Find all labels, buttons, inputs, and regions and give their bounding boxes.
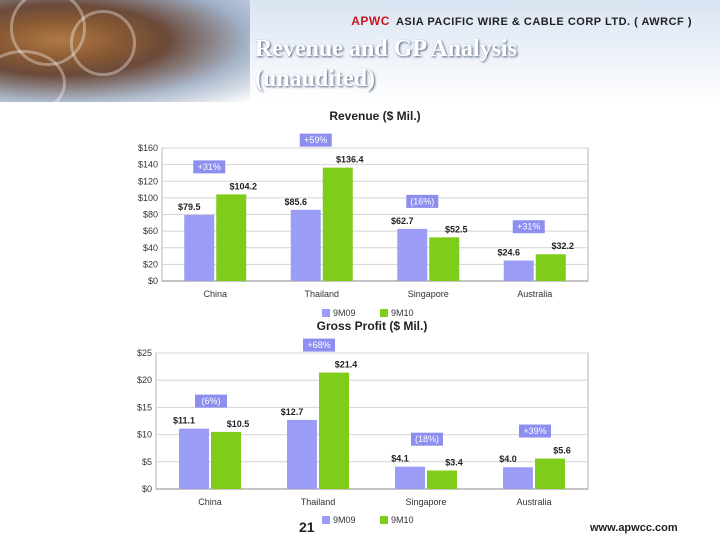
slide-title: Revenue and GP Analysis (unaudited): [255, 34, 517, 94]
x-tick-label: Thailand: [301, 497, 336, 507]
legend-swatch-9m10: [380, 516, 388, 524]
bar-9m09: [179, 428, 209, 489]
change-label-box: [193, 160, 226, 174]
chart-title: Gross Profit ($ Mil.): [317, 319, 428, 333]
company-name: APWC ASIA PACIFIC WIRE & CABLE CORP LTD. …: [351, 14, 692, 28]
change-label-box: [512, 220, 545, 234]
data-label: $32.2: [551, 241, 574, 251]
bar-9m10: [535, 458, 565, 489]
change-label: +59%: [304, 135, 327, 145]
bar-9m10: [322, 167, 353, 281]
data-label: $5.6: [553, 446, 571, 456]
x-tick-label: China: [198, 497, 222, 507]
bar-9m09: [290, 209, 321, 281]
page-number: 21: [299, 519, 315, 535]
data-label: $52.5: [445, 224, 468, 234]
legend-label-9m10: 9M10: [391, 308, 414, 318]
y-tick-label: $60: [143, 226, 158, 236]
bar-9m10: [429, 237, 460, 281]
y-tick-label: $160: [138, 143, 158, 153]
change-label-box: [411, 432, 443, 446]
data-label: $62.7: [391, 216, 414, 226]
data-label: $11.1: [173, 416, 195, 426]
legend-label-9m09: 9M09: [333, 308, 356, 318]
y-tick-label: $20: [143, 259, 158, 269]
bar-9m09: [287, 419, 317, 489]
data-label: $4.1: [391, 454, 409, 464]
change-label: (6%): [201, 396, 220, 406]
change-label: +68%: [307, 340, 330, 350]
legend-label-9m09: 9M09: [333, 515, 356, 525]
y-tick-label: $10: [137, 430, 152, 440]
company-logo: APWC: [351, 14, 390, 28]
data-label: $4.0: [499, 454, 517, 464]
legend-label-9m10: 9M10: [391, 515, 414, 525]
change-label-box: [299, 133, 332, 147]
y-tick-label: $80: [143, 210, 158, 220]
bar-9m10: [535, 254, 566, 281]
data-label: $79.5: [178, 202, 201, 212]
spool-shape: [70, 10, 136, 76]
x-tick-label: Australia: [516, 497, 551, 507]
data-label: $85.6: [284, 197, 307, 207]
bar-9m09: [397, 228, 428, 281]
data-label: $12.7: [281, 407, 304, 417]
change-label-box: [303, 338, 335, 352]
change-label: +31%: [198, 162, 221, 172]
legend-swatch-9m09: [322, 309, 330, 317]
y-tick-label: $15: [137, 402, 152, 412]
website-url: www.apwcc.com: [590, 522, 678, 534]
x-tick-label: China: [203, 289, 227, 299]
change-label: +39%: [523, 426, 546, 436]
change-label: (16%): [410, 196, 434, 206]
y-tick-label: $40: [143, 243, 158, 253]
slide-title-line1: Revenue and GP Analysis: [255, 36, 518, 62]
revenue-chart: Revenue ($ Mil.) $0 $20 $40 $60 $80 $100 $120 $1…: [138, 109, 589, 318]
chart-title: Revenue ($ Mil.): [329, 109, 420, 123]
bar-9m10: [319, 372, 349, 489]
x-tick-label: Singapore: [405, 497, 446, 507]
change-label: +31%: [517, 222, 540, 232]
data-label: $24.6: [497, 248, 520, 258]
y-tick-label: $140: [138, 160, 158, 170]
data-label: $3.4: [445, 458, 463, 468]
y-tick-label: $120: [138, 176, 158, 186]
x-tick-label: Thailand: [304, 289, 339, 299]
y-tick-label: $25: [137, 348, 152, 358]
bar-9m10: [211, 431, 241, 489]
bar-9m09: [184, 214, 215, 281]
bar-9m10: [216, 194, 247, 281]
bar-9m09: [503, 260, 534, 281]
slide-header: APWC ASIA PACIFIC WIRE & CABLE CORP LTD. …: [0, 0, 720, 102]
spool-shape: [0, 50, 66, 102]
y-tick-label: $5: [142, 457, 152, 467]
gross-profit-chart: Gross Profit ($ Mil.) $0 $5 $10 $15 $20 $25 $11…: [137, 319, 589, 525]
bar-9m09: [503, 467, 533, 489]
data-label: $104.2: [229, 181, 257, 191]
legend-swatch-9m09: [322, 516, 330, 524]
change-label-box: [519, 424, 551, 438]
data-label: $136.4: [336, 155, 364, 165]
x-tick-label: Australia: [517, 289, 552, 299]
legend-swatch-9m10: [380, 309, 388, 317]
company-fullname: ASIA PACIFIC WIRE & CABLE CORP LTD. ( AW…: [395, 16, 692, 28]
y-tick-label: $20: [137, 375, 152, 385]
change-label: (18%): [415, 434, 439, 444]
bar-9m09: [395, 466, 425, 489]
data-label: $21.4: [335, 360, 358, 370]
change-label-box: [406, 194, 439, 208]
y-tick-label: $0: [142, 484, 152, 494]
slide-title-line2: (unaudited): [255, 66, 376, 92]
y-tick-label: $100: [138, 193, 158, 203]
y-tick-label: $0: [148, 276, 158, 286]
data-label: $10.5: [227, 419, 250, 429]
x-tick-label: Singapore: [408, 289, 449, 299]
change-label-box: [195, 394, 227, 408]
bar-9m10: [427, 470, 457, 489]
wire-spools-image: [0, 0, 250, 102]
